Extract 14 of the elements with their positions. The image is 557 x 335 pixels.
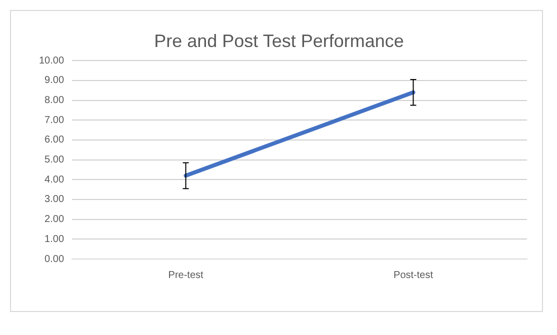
y-tick-label: 3.00 <box>44 194 64 206</box>
y-tick-label: 6.00 <box>44 134 64 146</box>
y-tick-label: 9.00 <box>44 75 64 86</box>
y-tick-label: 8.00 <box>44 95 64 106</box>
y-tick-label: 10.00 <box>38 55 64 66</box>
y-tick-label: 2.00 <box>44 214 64 226</box>
y-tick-label: 1.00 <box>44 234 64 245</box>
y-tick-label: 0.00 <box>44 254 64 265</box>
y-tick-label: 5.00 <box>44 154 64 166</box>
y-tick-label: 7.00 <box>44 114 64 126</box>
x-tick-label: Post-test <box>394 270 434 281</box>
chart-title: Pre and Post Test Performance <box>154 30 404 51</box>
y-tick-label: 4.00 <box>44 174 64 186</box>
x-tick-label: Pre-test <box>168 270 204 281</box>
